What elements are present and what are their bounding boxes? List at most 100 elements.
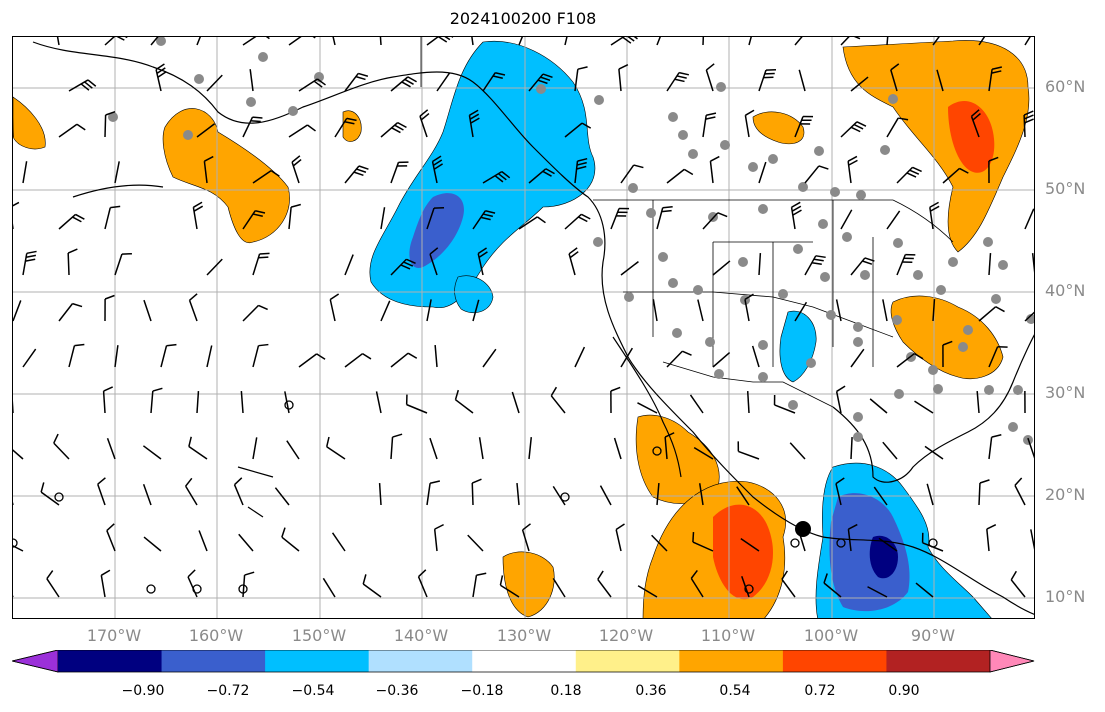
wind-barb: [978, 306, 997, 322]
wind-barb: [102, 390, 106, 414]
anomaly-core-gulf-of-alaska: [409, 193, 464, 268]
wind-barb: [702, 37, 705, 46]
wind-barb-feather: [864, 257, 875, 262]
wind-barb-feather: [853, 123, 864, 130]
wind-barb: [926, 483, 934, 506]
anomaly-core-mexico: [713, 504, 773, 600]
lon-label-160w: 160°W: [188, 626, 244, 645]
wind-barb-feather: [291, 155, 301, 163]
wind-barb: [692, 541, 714, 552]
wind-barb-feather: [492, 75, 503, 80]
wind-barb-feather: [664, 432, 675, 438]
map-title: 2024100200 F108: [449, 9, 597, 28]
hurricane-marker: [795, 521, 811, 537]
wind-barb-feather: [156, 67, 166, 75]
wind-barb: [886, 37, 889, 46]
wind-barb: [597, 578, 612, 598]
wind-barb: [249, 69, 254, 92]
political-borders: [420, 37, 954, 408]
wind-barb: [281, 536, 300, 552]
wind-barb: [142, 484, 152, 506]
wind-barb-feather: [988, 156, 999, 162]
wind-barb: [664, 437, 668, 460]
wind-barb-feather: [482, 213, 494, 218]
wind-barb-feather: [185, 477, 193, 487]
station-markers: [108, 37, 1034, 445]
wind-barb: [344, 353, 363, 368]
wind-barb-feather: [813, 258, 824, 262]
colorbar-tick-label: 0.90: [888, 683, 920, 699]
wind-barb: [22, 348, 37, 368]
colorbar-segment: [265, 650, 370, 672]
wind-barb-feather: [87, 79, 97, 87]
lat-label-40n: 40°N: [1045, 281, 1086, 300]
wind-barb: [114, 345, 119, 368]
wind-barb-feather: [193, 205, 204, 212]
wind-barb: [67, 252, 70, 276]
wind-barb: [521, 529, 530, 552]
wind-barb: [104, 114, 107, 138]
wind-barb-feather: [576, 161, 587, 166]
wind-barb-feather: [1023, 114, 1034, 120]
anomaly-region-aleutian: [342, 110, 362, 142]
colorbar-segment: [679, 650, 784, 672]
wind-barb-feather: [204, 155, 214, 162]
wind-barb: [518, 216, 538, 230]
wind-barb-feather: [1024, 118, 1034, 124]
lon-label-170w: 170°W: [86, 626, 142, 645]
wind-barb-feather: [661, 209, 672, 213]
wind-barb: [914, 400, 934, 414]
wind-barb: [206, 74, 223, 92]
wind-barb-feather: [401, 81, 411, 88]
lon-label-150w: 150°W: [291, 626, 347, 645]
wind-barb-feather: [258, 304, 268, 311]
wind-barb: [797, 529, 806, 552]
wind-barb-feather: [494, 175, 504, 183]
wind-barb: [472, 575, 478, 598]
wind-barb: [433, 529, 438, 552]
wind-barb-feather: [781, 570, 788, 580]
wind-barb: [618, 69, 622, 92]
colorbar-segment: [886, 650, 991, 672]
wind-barb-feather: [432, 159, 443, 166]
wind-barb: [104, 207, 111, 230]
wind-barb: [198, 530, 208, 552]
wind-barb: [896, 352, 915, 368]
wind-barb-feather: [259, 252, 270, 255]
wind-barb-feather: [391, 127, 401, 134]
wind-barb: [429, 253, 438, 276]
wind-barb-feather: [683, 168, 694, 176]
wind-barb: [187, 576, 198, 598]
wind-barb-feather: [429, 247, 439, 255]
wind-barb-feather: [25, 254, 37, 258]
wind-barb: [252, 437, 258, 460]
wind-barb-feather: [454, 389, 460, 400]
wind-barb-feather: [471, 478, 482, 484]
lon-label-130w: 130°W: [496, 626, 552, 645]
wind-barb-feather: [497, 173, 507, 181]
wind-barb-feather: [542, 170, 552, 177]
lat-label-50n: 50°N: [1045, 179, 1086, 198]
wind-barb: [240, 391, 244, 414]
wind-barb-feather: [429, 480, 441, 484]
map-panel[interactable]: [12, 36, 1035, 619]
wind-barb: [850, 436, 853, 460]
wind-barb: [516, 483, 520, 506]
wind-barb-feather: [404, 78, 414, 85]
wind-barb: [738, 450, 760, 460]
wind-barb: [744, 299, 750, 322]
wind-barb: [666, 168, 685, 184]
wind-barb-feather: [25, 258, 36, 262]
wind-barb: [13, 300, 22, 322]
wind-barb-feather: [418, 569, 427, 578]
wind-barb: [143, 299, 152, 322]
wind-barb-feather: [40, 482, 45, 493]
wind-barb: [988, 346, 999, 368]
colorbar-outline: [12, 650, 1035, 673]
wind-barb: [322, 577, 336, 598]
wind-barb: [472, 299, 480, 322]
wind-barb: [375, 391, 382, 414]
wind-barb: [114, 253, 123, 276]
wind-barb-feather: [662, 206, 673, 209]
wind-barb-feather: [576, 165, 587, 170]
